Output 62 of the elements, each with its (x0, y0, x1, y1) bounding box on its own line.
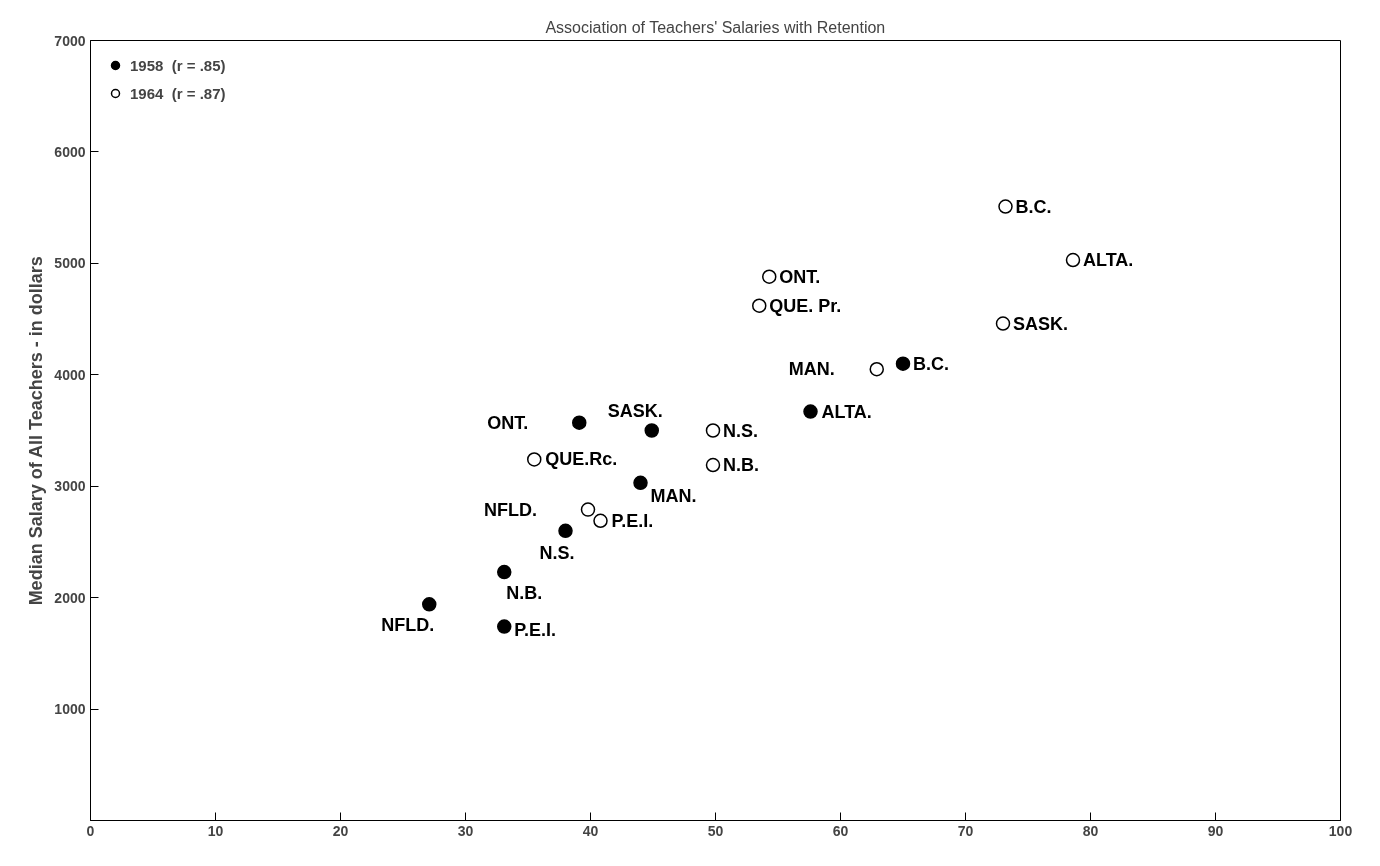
annotation: N.S. (723, 420, 759, 441)
point (895, 356, 911, 371)
point (869, 361, 884, 377)
legend-label: 1964 (r = .87) (130, 84, 226, 102)
point (762, 269, 777, 284)
x-tick-label: 40 (582, 822, 599, 839)
annotation: N.S. (539, 542, 575, 563)
x-tick-label: 90 (1207, 822, 1224, 839)
y-tick-label: 4000 (54, 366, 86, 383)
point (558, 523, 573, 539)
y-tick-label: 3000 (54, 478, 86, 495)
point (995, 316, 1011, 331)
x-tick-label: 30 (457, 822, 474, 839)
annotation: P.E.I. (611, 510, 654, 531)
y-axis-title: Median Salary of All Teachers - in dollars (26, 256, 47, 606)
point (998, 199, 1013, 214)
annotation: QUE. Pr. (769, 295, 842, 316)
legend-label: 1958 (r = .85) (130, 56, 226, 74)
annotation: ONT. (487, 412, 529, 433)
point (497, 564, 512, 580)
point (422, 597, 437, 612)
point (593, 513, 608, 528)
x-tick-label: 60 (832, 822, 849, 839)
chart-title: Association of Teachers' Salaries with Retention (545, 18, 886, 36)
annotation: MAN. (788, 359, 835, 380)
annotation: P.E.I. (514, 619, 556, 640)
y-tick-label: 7000 (54, 32, 86, 49)
annotation: NFLD. (484, 499, 537, 520)
annotation: N.B. (506, 583, 543, 604)
annotation: SASK. (1013, 313, 1069, 334)
point (803, 404, 818, 419)
annotation: ALTA. (821, 401, 872, 422)
x-tick-label: 10 (207, 822, 224, 839)
point (705, 457, 721, 473)
annotation: MAN. (650, 485, 697, 506)
y-tick-label: 6000 (54, 143, 86, 160)
y-tick-label: 2000 (54, 589, 86, 606)
x-tick-label: 0 (86, 822, 95, 839)
x-tick-label: 70 (957, 822, 974, 839)
annotation: B.C. (913, 353, 949, 374)
point (1065, 252, 1081, 268)
point (633, 475, 648, 491)
point (572, 415, 587, 430)
x-tick-label: 20 (332, 822, 349, 839)
annotation: ALTA. (1083, 250, 1134, 271)
annotation: NFLD. (381, 615, 435, 636)
point (705, 423, 721, 438)
x-tick-label: 50 (707, 822, 724, 839)
annotation: B.C. (1015, 196, 1052, 217)
annotation: SASK. (607, 400, 663, 421)
point (527, 452, 542, 467)
point (497, 619, 512, 634)
y-tick-label: 1000 (54, 701, 86, 718)
annotation: N.B. (723, 455, 759, 476)
point (644, 423, 659, 438)
y-tick-label: 5000 (54, 255, 86, 272)
point (580, 502, 596, 517)
point (752, 298, 767, 313)
annotation: QUE.Rc. (545, 449, 618, 470)
annotation: ONT. (779, 266, 821, 287)
x-tick-label: 100 (1328, 822, 1353, 839)
x-tick-label: 80 (1082, 822, 1099, 839)
